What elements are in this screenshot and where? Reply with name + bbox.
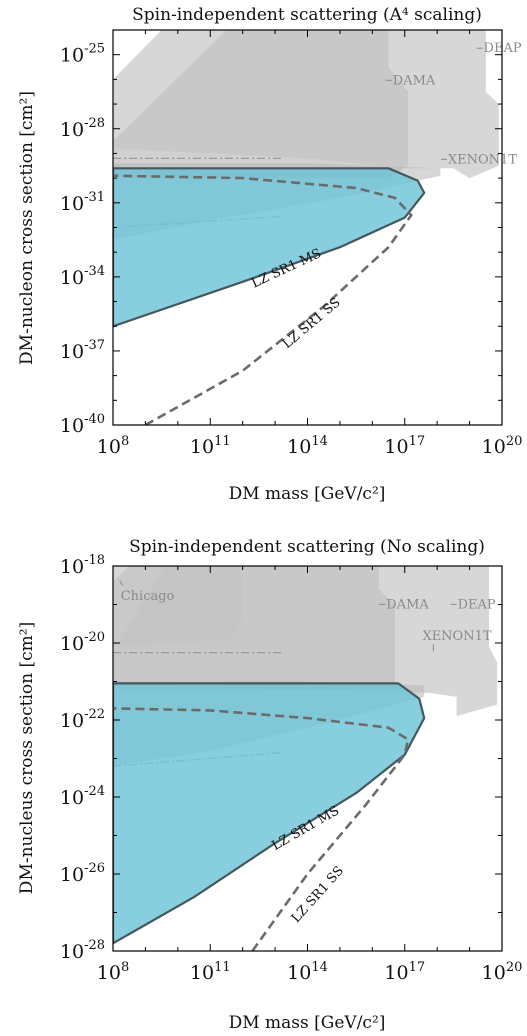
x-tick-label: 1020 [482,960,523,984]
y-tick-label: 10-18 [60,553,105,578]
x-tick-label: 1011 [190,434,231,458]
annotation-deap: DEAP [458,597,496,612]
chart-panel-no-scaling: Spin-independent scattering (No scaling)… [17,537,522,1033]
annotation-layer: DEAP DAMA XENON1T [385,41,522,167]
x-axis-label: DM mass [GeV/c²] [229,484,386,504]
annotation-layer: Chicago DAMA DEAP XENON1T [119,580,496,652]
y-tick-label: 10-28 [60,116,105,141]
y-tick-label: 10-37 [60,338,105,363]
region-dama [113,30,408,179]
series-label-lz-sr1-ss: LZ SR1 SS [280,295,344,352]
x-tick-label: 1014 [287,434,328,458]
series-label-lz-sr1-ss: LZ SR1 SS [289,864,347,926]
annotation-dama: DAMA [386,597,429,612]
x-tick-label: 108 [97,434,129,458]
x-tick-label: 1011 [190,960,231,984]
x-tick-label: 1017 [384,434,425,458]
x-tick-label: 108 [97,960,129,984]
y-tick-label: 10-24 [60,784,105,809]
annotation-xenon1t: XENON1T [448,152,517,167]
chart-title: Spin-independent scattering (No scaling) [129,537,485,557]
chart-title: Spin-independent scattering (A⁴ scaling) [132,5,482,25]
x-tick-label: 1020 [482,434,523,458]
region-lz-sr1-ms [113,682,426,945]
annotation-leader [119,580,124,587]
y-axis-label: DM-nucleus cross section [cm²] [17,622,37,894]
x-tick-label: 1017 [384,960,425,984]
y-tick-label: 10-20 [60,630,105,655]
y-tick-label: 10-31 [60,190,105,215]
y-tick-label: 10-34 [60,264,105,289]
annotation-dama: DAMA [393,73,436,88]
y-tick-label: 10-26 [60,861,105,886]
annotation-deap: DEAP [484,41,522,56]
region-lz-sr1-ms [113,167,426,328]
x-axis-label: DM mass [GeV/c²] [229,1013,386,1033]
region-chicago [113,566,243,647]
y-axis-label: DM-nucleon cross section [cm²] [17,91,37,365]
y-tick-label: 10-22 [60,707,105,732]
annotation-chicago: Chicago [121,589,175,604]
annotation-xenon1t: XENON1T [422,629,491,644]
chart-panel-a4-scaling: Spin-independent scattering (A⁴ scaling)… [17,5,522,504]
y-tick-label: 10-25 [60,42,105,67]
y-tick-label: 10-40 [60,412,105,437]
line-lz-sr1-ss [113,174,413,425]
y-tick-label: 10-28 [60,938,105,963]
x-tick-label: 1014 [287,960,328,984]
